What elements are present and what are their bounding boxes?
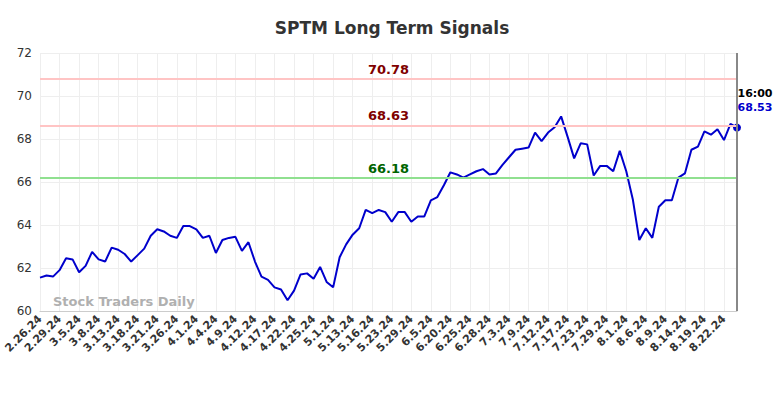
svg-text:8.1.24: 8.1.24 xyxy=(594,312,631,350)
svg-text:6.5.24: 6.5.24 xyxy=(398,312,436,350)
svg-text:8.22.24: 8.22.24 xyxy=(686,312,728,354)
svg-text:66.18: 66.18 xyxy=(368,161,409,176)
svg-text:70: 70 xyxy=(17,89,32,103)
svg-text:8.19.24: 8.19.24 xyxy=(666,312,709,355)
svg-text:3.26.24: 3.26.24 xyxy=(139,312,182,355)
svg-text:5.16.24: 5.16.24 xyxy=(334,312,377,355)
svg-text:70.78: 70.78 xyxy=(368,62,409,77)
svg-text:5.1.24: 5.1.24 xyxy=(301,312,338,350)
svg-text:4.22.24: 4.22.24 xyxy=(256,312,299,355)
svg-text:7.17.24: 7.17.24 xyxy=(530,312,573,355)
svg-text:3.5.24: 3.5.24 xyxy=(47,312,84,350)
svg-text:68: 68 xyxy=(17,132,32,146)
svg-text:5.29.24: 5.29.24 xyxy=(373,312,416,355)
svg-text:2.26.24: 2.26.24 xyxy=(2,312,45,355)
svg-text:68.63: 68.63 xyxy=(368,108,409,123)
svg-text:4.4.24: 4.4.24 xyxy=(183,312,221,350)
svg-text:6.25.24: 6.25.24 xyxy=(432,312,475,355)
svg-text:64: 64 xyxy=(17,218,32,232)
svg-text:Stock Traders Daily: Stock Traders Daily xyxy=(53,294,195,309)
svg-text:4.12.24: 4.12.24 xyxy=(217,312,260,355)
svg-text:6.20.24: 6.20.24 xyxy=(412,312,455,355)
svg-text:4.25.24: 4.25.24 xyxy=(276,312,319,355)
svg-text:3.21.24: 3.21.24 xyxy=(119,312,162,355)
svg-text:4.1.24: 4.1.24 xyxy=(164,312,201,350)
svg-text:16:00: 16:00 xyxy=(737,87,772,100)
svg-text:3.13.24: 3.13.24 xyxy=(80,312,123,355)
svg-text:3.8.24: 3.8.24 xyxy=(66,312,104,350)
svg-text:SPTM Long Term Signals: SPTM Long Term Signals xyxy=(275,18,509,38)
svg-text:7.29.24: 7.29.24 xyxy=(569,312,612,355)
svg-text:4.17.24: 4.17.24 xyxy=(237,312,280,355)
svg-text:72: 72 xyxy=(17,46,32,60)
svg-text:8.9.24: 8.9.24 xyxy=(633,312,670,350)
svg-text:5.23.24: 5.23.24 xyxy=(354,312,397,355)
svg-text:68.53: 68.53 xyxy=(738,101,773,114)
svg-text:7.9.24: 7.9.24 xyxy=(496,312,534,350)
svg-text:60: 60 xyxy=(17,304,32,318)
svg-text:8.14.24: 8.14.24 xyxy=(647,312,690,355)
svg-text:5.13.24: 5.13.24 xyxy=(315,312,358,355)
svg-text:7.3.24: 7.3.24 xyxy=(476,312,514,350)
svg-text:4.9.24: 4.9.24 xyxy=(203,312,240,350)
svg-text:66: 66 xyxy=(17,175,32,189)
svg-text:8.6.24: 8.6.24 xyxy=(613,312,651,350)
svg-text:7.12.24: 7.12.24 xyxy=(510,312,553,355)
svg-text:6.28.24: 6.28.24 xyxy=(451,312,495,355)
svg-text:62: 62 xyxy=(17,261,32,275)
svg-text:2.29.24: 2.29.24 xyxy=(22,312,65,355)
svg-text:3.18.24: 3.18.24 xyxy=(100,312,143,355)
svg-text:7.23.24: 7.23.24 xyxy=(549,312,592,355)
